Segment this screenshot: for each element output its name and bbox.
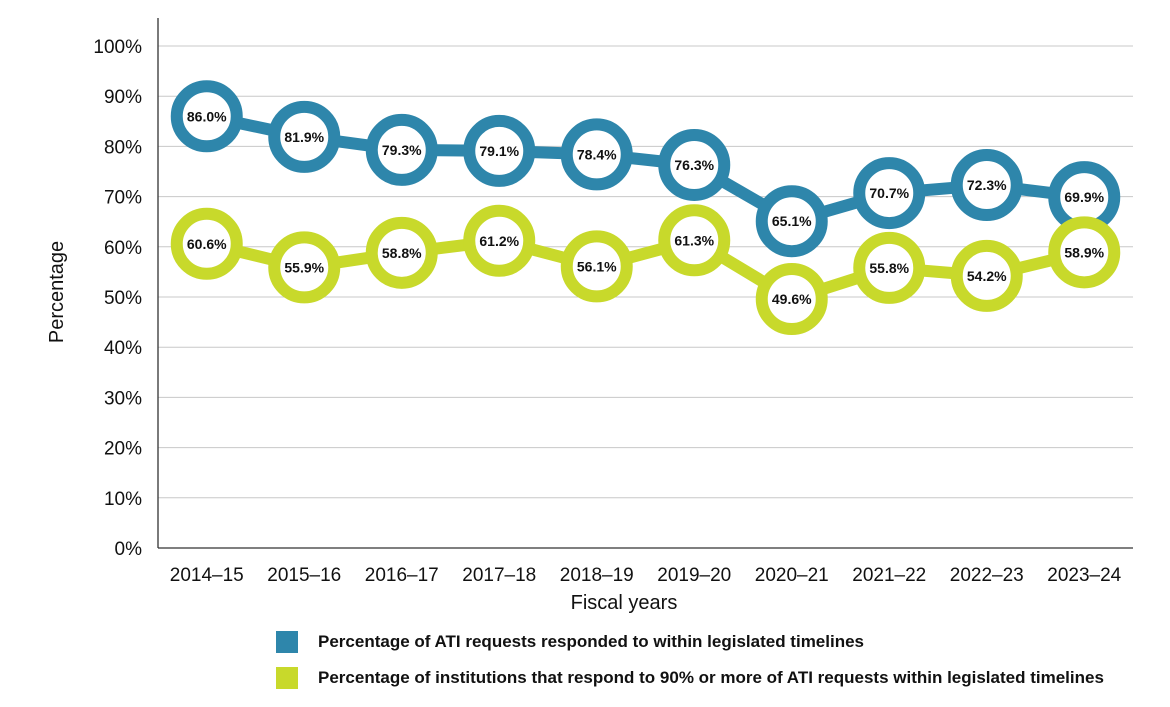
x-tick-label-2022–23: 2022–23 [950,565,1024,586]
x-tick-label-2018–19: 2018–19 [560,565,634,586]
y-tick-label-90: 90% [104,87,142,108]
series-2-marker-2021–22 [853,231,926,304]
legend-label-institutions: Percentage of institutions that respond … [318,667,1104,687]
x-tick-label-2016–17: 2016–17 [365,565,439,586]
y-tick-label-20: 20% [104,439,142,460]
axes [157,18,1133,549]
series-2-marker-2017–18 [463,204,536,277]
y-tick-label-30: 30% [104,388,142,409]
series-2-marker-2022–23 [950,239,1023,312]
series-1-marker-2019–20 [658,128,731,201]
x-tick-label-2021–22: 2021–22 [852,565,926,586]
series-1-marker-2015–16 [268,100,341,173]
y-tick-label-40: 40% [104,338,142,359]
series-1-data-label-2021–22: 70.7% [869,185,909,201]
series-1-data-label-2019–20: 76.3% [674,157,714,173]
legend: Percentage of ATI requests responded to … [276,629,1136,701]
series-2-data-label-2019–20: 61.3% [674,232,714,248]
x-tick-label-2020–21: 2020–21 [755,565,829,586]
y-tick-labels: 0% 10% 20% 30% 40% 50% 60% 70% 80% 90% 100% [93,37,142,560]
series-2-marker-2015–16 [268,231,341,304]
series-1-marker-2016–17 [365,113,438,186]
x-tick-label-2019–20: 2019–20 [657,565,731,586]
series-1-data-label-2018–19: 78.4% [577,146,617,162]
y-axis-title: Percentage [46,241,68,343]
series-2-data-label-2021–22: 55.8% [869,260,909,276]
legend-item-ati-requests: Percentage of ATI requests responded to … [276,629,1136,654]
series-1-line [200,110,1091,228]
x-tick-label-2014–15: 2014–15 [170,565,244,586]
series-1-data-label-2016–17: 79.3% [382,142,422,158]
series-1-data-label-2014–15: 86.0% [187,108,227,124]
y-tick-label-70: 70% [104,188,142,209]
series-2-marker-2018–19 [560,230,633,303]
series-1-marker-2018–19 [560,118,633,191]
series-1-marker-2022–23 [950,149,1023,222]
legend-item-institutions: Percentage of institutions that respond … [276,665,1136,690]
legend-label-ati-requests: Percentage of ATI requests responded to … [318,631,865,651]
series-2-data-label-2015–16: 55.9% [284,259,324,275]
series-2-data-label-2014–15: 60.6% [187,236,227,252]
x-tick-label-2015–16: 2015–16 [267,565,341,586]
series-1-data-label-2023–24: 69.9% [1064,189,1104,205]
x-tick-label-2017–18: 2017–18 [462,565,536,586]
series-1-marker-2021–22 [853,157,926,230]
x-tick-labels: 2014–15 2015–16 2016–17 2017–18 2018–19 2019–… [170,565,1122,586]
series-2-data-label-2020–21: 49.6% [772,291,812,307]
series-2-data-label-2022–23: 54.2% [967,268,1007,284]
series-1-data-label-2015–16: 81.9% [284,129,324,145]
series-2-marker-2019–20 [658,204,731,277]
series-1: 86.0% 81.9% 79.3% 79.1% 78.4% 76.3% 65.1% 70.7%… [170,80,1121,258]
series-2-data-label-2023–24: 58.9% [1064,244,1104,260]
y-tick-label-60: 60% [104,238,142,259]
y-tick-label-100: 100% [93,37,142,58]
y-tick-label-80: 80% [104,137,142,158]
series-2-data-label-2016–17: 58.8% [382,245,422,261]
y-tick-label-10: 10% [104,489,142,510]
series-layer: 86.0% 81.9% 79.3% 79.1% 78.4% 76.3% 65.1% 70.7%… [170,80,1121,336]
series-1-marker-2014–15 [170,80,243,153]
series-2-marker-2020–21 [755,263,828,336]
series-1-data-label-2020–21: 65.1% [772,213,812,229]
series-1-data-label-2017–18: 79.1% [479,143,519,159]
series-2-data-label-2017–18: 61.2% [479,233,519,249]
series-1-data-label-2022–23: 72.3% [967,177,1007,193]
x-axis-title: Fiscal years [571,592,678,614]
series-2: 60.6% 55.9% 58.8% 61.2% 56.1% 61.3% 49.6% 55.8%… [170,204,1121,336]
y-tick-label-50: 50% [104,288,142,309]
series-1-marker-2017–18 [463,114,536,187]
series-2-marker-2023–24 [1048,216,1121,289]
series-2-marker-2016–17 [365,216,438,289]
series-2-data-label-2018–19: 56.1% [577,258,617,274]
legend-swatch-institutions [276,666,298,689]
legend-swatch-ati-requests [276,630,298,653]
x-tick-label-2023–24: 2023–24 [1047,565,1121,586]
series-1-marker-2020–21 [755,185,828,258]
series-2-marker-2014–15 [170,207,243,280]
series-2-line [200,234,1091,306]
y-tick-label-0: 0% [115,539,143,560]
